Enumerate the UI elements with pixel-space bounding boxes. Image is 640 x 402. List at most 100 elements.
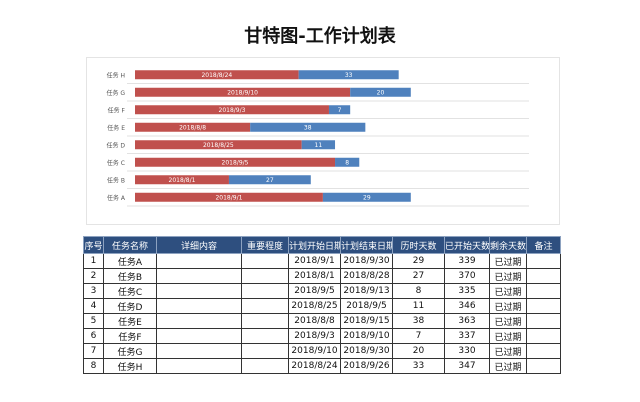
cell-task-name[interactable]: 任务B	[103, 268, 157, 284]
duration-bar	[350, 87, 411, 97]
cell-elapsed[interactable]: 363	[444, 313, 490, 329]
cell-plan-end[interactable]: 2018/9/26	[340, 358, 393, 374]
cell-elapsed[interactable]: 335	[444, 283, 490, 299]
cell-duration[interactable]: 38	[392, 313, 445, 329]
cell-details[interactable]	[156, 358, 242, 374]
cell-index[interactable]: 8	[83, 358, 104, 374]
cell-details[interactable]	[156, 283, 242, 299]
cell-plan-start[interactable]: 2018/8/24	[288, 358, 341, 374]
cell-task-name[interactable]: 任务H	[103, 358, 157, 374]
header-index[interactable]: 序号	[83, 236, 104, 254]
cell-index[interactable]: 5	[83, 313, 104, 329]
start-date-bar	[135, 87, 351, 97]
plan-table: 序号 任务名称 详细内容 重要程度 计划开始日期 计划结束日期 历时天数 已开始…	[83, 236, 561, 374]
header-priority[interactable]: 重要程度	[241, 236, 289, 254]
cell-task-name[interactable]: 任务E	[103, 313, 157, 329]
cell-notes[interactable]	[526, 268, 561, 284]
cell-priority[interactable]	[241, 313, 289, 329]
cell-task-name[interactable]: 任务A	[103, 253, 157, 269]
cell-notes[interactable]	[526, 343, 561, 359]
header-elapsed[interactable]: 已开始天数	[444, 236, 490, 254]
cell-duration[interactable]: 20	[392, 343, 445, 359]
cell-duration[interactable]: 27	[392, 268, 445, 284]
cell-duration[interactable]: 8	[392, 283, 445, 299]
header-plan-start[interactable]: 计划开始日期	[288, 236, 341, 254]
header-details[interactable]: 详细内容	[156, 236, 242, 254]
cell-index[interactable]: 6	[83, 328, 104, 344]
cell-remaining[interactable]: 已过期	[489, 298, 527, 314]
cell-index[interactable]: 3	[83, 283, 104, 299]
cell-priority[interactable]	[241, 253, 289, 269]
cell-notes[interactable]	[526, 298, 561, 314]
duration-label: 33	[345, 72, 353, 79]
cell-duration[interactable]: 7	[392, 328, 445, 344]
header-plan-end[interactable]: 计划结束日期	[340, 236, 393, 254]
start-date-label: 2018/8/8	[179, 125, 206, 132]
cell-index[interactable]: 1	[83, 253, 104, 269]
cell-notes[interactable]	[526, 253, 561, 269]
category-tick-label: 任务 A	[107, 194, 126, 202]
cell-remaining[interactable]: 已过期	[489, 283, 527, 299]
cell-plan-end[interactable]: 2018/9/15	[340, 313, 393, 329]
cell-remaining[interactable]: 已过期	[489, 268, 527, 284]
start-date-label: 2018/8/25	[203, 142, 234, 149]
cell-priority[interactable]	[241, 283, 289, 299]
cell-notes[interactable]	[526, 283, 561, 299]
cell-plan-end[interactable]: 2018/9/5	[340, 298, 393, 314]
cell-plan-start[interactable]: 2018/8/1	[288, 268, 341, 284]
cell-plan-end[interactable]: 2018/9/30	[340, 343, 393, 359]
cell-remaining[interactable]: 已过期	[489, 253, 527, 269]
cell-plan-end[interactable]: 2018/9/30	[340, 253, 393, 269]
cell-task-name[interactable]: 任务F	[103, 328, 157, 344]
cell-plan-end[interactable]: 2018/9/10	[340, 328, 393, 344]
cell-elapsed[interactable]: 337	[444, 328, 490, 344]
header-task-name[interactable]: 任务名称	[103, 236, 157, 254]
cell-elapsed[interactable]: 346	[444, 298, 490, 314]
cell-elapsed[interactable]: 339	[444, 253, 490, 269]
cell-notes[interactable]	[526, 313, 561, 329]
cell-priority[interactable]	[241, 298, 289, 314]
cell-remaining[interactable]: 已过期	[489, 358, 527, 374]
cell-remaining[interactable]: 已过期	[489, 313, 527, 329]
cell-priority[interactable]	[241, 268, 289, 284]
cell-details[interactable]	[156, 298, 242, 314]
cell-duration[interactable]: 11	[392, 298, 445, 314]
cell-details[interactable]	[156, 328, 242, 344]
cell-elapsed[interactable]: 330	[444, 343, 490, 359]
cell-priority[interactable]	[241, 358, 289, 374]
cell-notes[interactable]	[526, 358, 561, 374]
cell-plan-end[interactable]: 2018/9/13	[340, 283, 393, 299]
cell-task-name[interactable]: 任务C	[103, 283, 157, 299]
cell-details[interactable]	[156, 313, 242, 329]
cell-task-name[interactable]: 任务G	[103, 343, 157, 359]
cell-details[interactable]	[156, 343, 242, 359]
cell-priority[interactable]	[241, 343, 289, 359]
cell-elapsed[interactable]: 370	[444, 268, 490, 284]
cell-remaining[interactable]: 已过期	[489, 328, 527, 344]
start-date-bar	[135, 192, 323, 202]
cell-duration[interactable]: 33	[392, 358, 445, 374]
cell-duration[interactable]: 29	[392, 253, 445, 269]
cell-index[interactable]: 2	[83, 268, 104, 284]
cell-details[interactable]	[156, 268, 242, 284]
cell-remaining[interactable]: 已过期	[489, 343, 527, 359]
category-tick-label: 任务 E	[107, 124, 125, 132]
cell-index[interactable]: 4	[83, 298, 104, 314]
table-row: 2 任务B 2018/8/1 2018/8/28 27 370 已过期	[83, 268, 561, 284]
cell-plan-start[interactable]: 2018/9/3	[288, 328, 341, 344]
cell-notes[interactable]	[526, 328, 561, 344]
header-remaining[interactable]: 剩余天数	[489, 236, 527, 254]
header-notes[interactable]: 备注	[526, 236, 561, 254]
cell-details[interactable]	[156, 253, 242, 269]
cell-index[interactable]: 7	[83, 343, 104, 359]
cell-plan-start[interactable]: 2018/9/1	[288, 253, 341, 269]
cell-priority[interactable]	[241, 328, 289, 344]
cell-plan-start[interactable]: 2018/9/10	[288, 343, 341, 359]
cell-plan-start[interactable]: 2018/8/8	[288, 313, 341, 329]
cell-plan-start[interactable]: 2018/9/5	[288, 283, 341, 299]
cell-elapsed[interactable]: 347	[444, 358, 490, 374]
header-duration[interactable]: 历时天数	[392, 236, 445, 254]
cell-plan-end[interactable]: 2018/8/28	[340, 268, 393, 284]
cell-plan-start[interactable]: 2018/8/25	[288, 298, 341, 314]
cell-task-name[interactable]: 任务D	[103, 298, 157, 314]
